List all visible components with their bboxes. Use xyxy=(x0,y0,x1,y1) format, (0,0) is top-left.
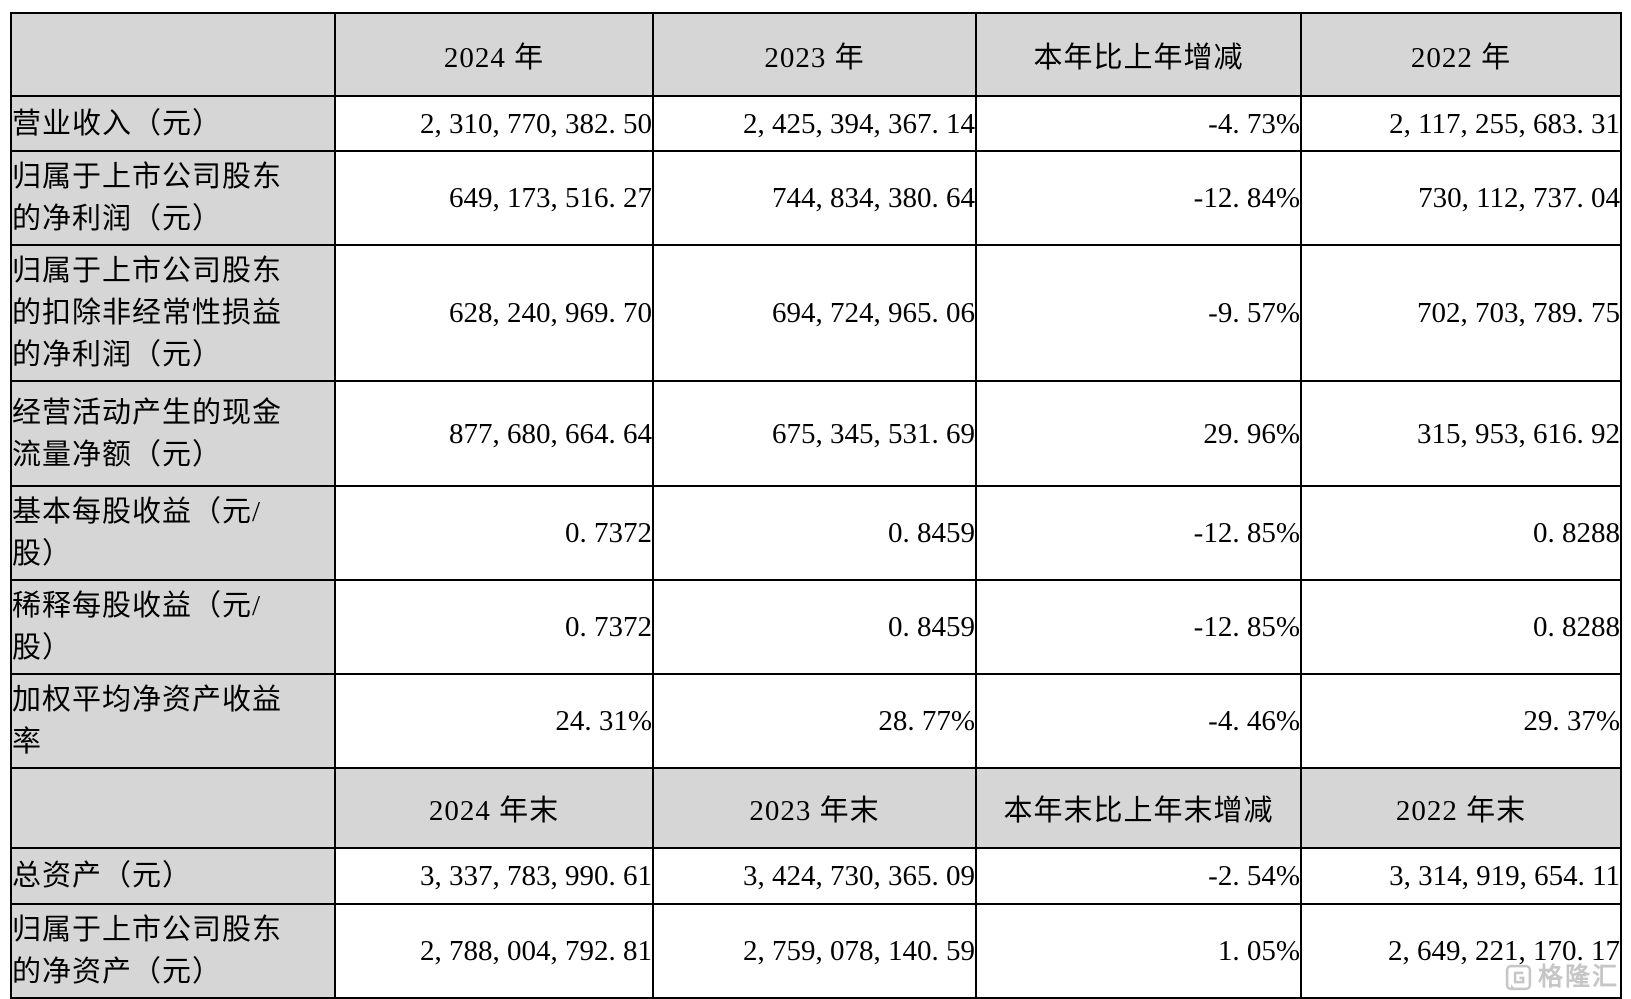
row-total-assets: 总资产（元） 3, 337, 783, 990. 61 3, 424, 730,… xyxy=(10,847,1622,905)
header-cell-year-end-change: 本年末比上年末增减 xyxy=(975,767,1302,849)
gelonghui-logo-icon xyxy=(1505,964,1532,991)
header-cell-2022-end: 2022 年末 xyxy=(1300,767,1622,849)
financial-summary-table: 2024 年 2023 年 本年比上年增减 2022 年 营业收入（元） 2, … xyxy=(10,12,1622,999)
value-2024: 24. 31% xyxy=(334,673,654,769)
gelonghui-watermark-text: 格隆汇 xyxy=(1537,963,1619,991)
value-2023: 2, 425, 394, 367. 14 xyxy=(652,95,977,152)
value-2022: 2, 117, 255, 683. 31 xyxy=(1300,95,1622,152)
value-2024-end: 3, 337, 783, 990. 61 xyxy=(334,847,654,905)
value-year-end-change: 1. 05% xyxy=(975,903,1302,999)
header-cell-yoy-change: 本年比上年增减 xyxy=(975,12,1302,97)
value-yoy-change: -4. 73% xyxy=(975,95,1302,152)
row-operating-cash-flow: 经营活动产生的现金 流量净额（元） 877, 680, 664. 64 675,… xyxy=(10,380,1622,487)
row-label: 基本每股收益（元/ 股） xyxy=(10,485,336,581)
row-weighted-avg-roe: 加权平均净资产收益 率 24. 31% 28. 77% -4. 46% 29. … xyxy=(10,673,1622,769)
value-2022: 730, 112, 737. 04 xyxy=(1300,150,1622,246)
row-label: 归属于上市公司股东 的扣除非经常性损益 的净利润（元） xyxy=(10,244,336,382)
row-label: 归属于上市公司股东 的净利润（元） xyxy=(10,150,336,246)
value-2023: 744, 834, 380. 64 xyxy=(652,150,977,246)
header-cell-empty xyxy=(10,12,336,97)
row-label: 经营活动产生的现金 流量净额（元） xyxy=(10,380,336,487)
header-cell-empty xyxy=(10,767,336,849)
header-cell-2022: 2022 年 xyxy=(1300,12,1622,97)
value-2023-end: 3, 424, 730, 365. 09 xyxy=(652,847,977,905)
value-2024: 0. 7372 xyxy=(334,485,654,581)
value-2022: 702, 703, 789. 75 xyxy=(1300,244,1622,382)
row-operating-revenue: 营业收入（元） 2, 310, 770, 382. 50 2, 425, 394… xyxy=(10,95,1622,152)
value-2022: 315, 953, 616. 92 xyxy=(1300,380,1622,487)
value-2023: 0. 8459 xyxy=(652,579,977,675)
row-basic-eps: 基本每股收益（元/ 股） 0. 7372 0. 8459 -12. 85% 0.… xyxy=(10,485,1622,581)
value-2023-end: 2, 759, 078, 140. 59 xyxy=(652,903,977,999)
value-2023: 694, 724, 965. 06 xyxy=(652,244,977,382)
header-cell-2023: 2023 年 xyxy=(652,12,977,97)
row-net-profit-excl-nonrecurring: 归属于上市公司股东 的扣除非经常性损益 的净利润（元） 628, 240, 96… xyxy=(10,244,1622,382)
value-yoy-change: -12. 85% xyxy=(975,485,1302,581)
row-label: 总资产（元） xyxy=(10,847,336,905)
value-2024: 628, 240, 969. 70 xyxy=(334,244,654,382)
header-row-annual: 2024 年 2023 年 本年比上年增减 2022 年 xyxy=(10,12,1622,97)
value-yoy-change: 29. 96% xyxy=(975,380,1302,487)
value-2023: 675, 345, 531. 69 xyxy=(652,380,977,487)
value-2023: 28. 77% xyxy=(652,673,977,769)
row-label: 稀释每股收益（元/ 股） xyxy=(10,579,336,675)
row-label: 加权平均净资产收益 率 xyxy=(10,673,336,769)
value-year-end-change: -2. 54% xyxy=(975,847,1302,905)
value-2022-end: 2, 649, 221, 170. 17 xyxy=(1300,903,1622,999)
value-2022-end: 3, 314, 919, 654. 11 xyxy=(1300,847,1622,905)
gelonghui-watermark: 格隆汇 xyxy=(1505,964,1619,991)
value-yoy-change: -12. 85% xyxy=(975,579,1302,675)
value-2024: 2, 310, 770, 382. 50 xyxy=(334,95,654,152)
row-diluted-eps: 稀释每股收益（元/ 股） 0. 7372 0. 8459 -12. 85% 0.… xyxy=(10,579,1622,675)
value-2023: 0. 8459 xyxy=(652,485,977,581)
row-net-profit-attributable: 归属于上市公司股东 的净利润（元） 649, 173, 516. 27 744,… xyxy=(10,150,1622,246)
header-row-year-end: 2024 年末 2023 年末 本年末比上年末增减 2022 年末 xyxy=(10,767,1622,849)
value-yoy-change: -9. 57% xyxy=(975,244,1302,382)
value-2022: 0. 8288 xyxy=(1300,579,1622,675)
value-2022: 0. 8288 xyxy=(1300,485,1622,581)
value-2024: 649, 173, 516. 27 xyxy=(334,150,654,246)
value-yoy-change: -4. 46% xyxy=(975,673,1302,769)
value-yoy-change: -12. 84% xyxy=(975,150,1302,246)
row-label: 归属于上市公司股东 的净资产（元） xyxy=(10,903,336,999)
header-cell-2024: 2024 年 xyxy=(334,12,654,97)
header-cell-2024-end: 2024 年末 xyxy=(334,767,654,849)
row-label: 营业收入（元） xyxy=(10,95,336,152)
value-2022: 29. 37% xyxy=(1300,673,1622,769)
value-2024: 877, 680, 664. 64 xyxy=(334,380,654,487)
header-cell-2023-end: 2023 年末 xyxy=(652,767,977,849)
row-net-assets-attributable: 归属于上市公司股东 的净资产（元） 2, 788, 004, 792. 81 2… xyxy=(10,903,1622,999)
value-2024: 0. 7372 xyxy=(334,579,654,675)
value-2024-end: 2, 788, 004, 792. 81 xyxy=(334,903,654,999)
